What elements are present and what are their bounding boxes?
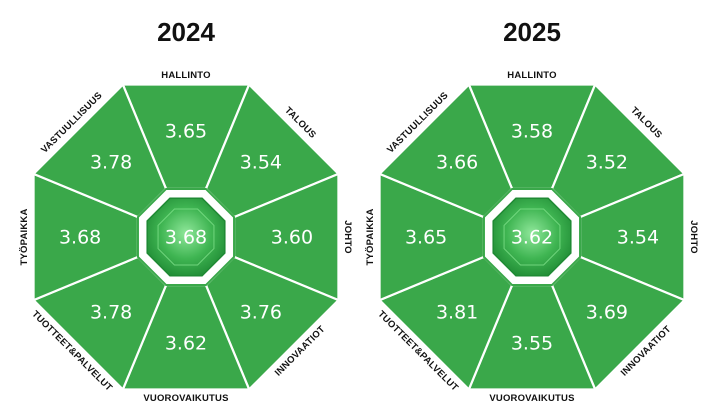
center-gem xyxy=(492,197,572,277)
segment-value: 3.60 xyxy=(271,227,313,249)
segment-value: 3.58 xyxy=(511,121,553,143)
segment-value: 3.55 xyxy=(511,332,553,354)
year-title: 2025 xyxy=(503,17,561,47)
segment-value: 3.68 xyxy=(59,227,101,249)
octagon-outline xyxy=(32,83,340,391)
segment-value: 3.54 xyxy=(240,152,282,174)
center-gem-facet xyxy=(503,208,561,266)
center-gem xyxy=(146,197,226,277)
year-title: 2024 xyxy=(157,17,215,47)
segment-label: TYÖPAIKKA xyxy=(365,208,376,265)
segment-value: 3.78 xyxy=(90,152,132,174)
segment-value: 3.65 xyxy=(165,121,207,143)
segment-value: 3.69 xyxy=(586,301,628,323)
segment-value: 3.52 xyxy=(586,152,628,174)
segment-value: 3.66 xyxy=(436,152,478,174)
center-value: 3.62 xyxy=(511,227,553,249)
segment-label: VUOROVAIKUTUS xyxy=(489,393,574,404)
segment-value: 3.54 xyxy=(617,227,659,249)
segment-label: JOHTO xyxy=(342,220,353,254)
segment-label: JOHTO xyxy=(688,220,699,254)
segment-label: HALLINTO xyxy=(507,70,556,81)
segment-value: 3.76 xyxy=(240,301,282,323)
center-value: 3.68 xyxy=(165,227,207,249)
segment-label: HALLINTO xyxy=(161,70,210,81)
segment-value: 3.81 xyxy=(436,301,478,323)
segment-value: 3.78 xyxy=(90,301,132,323)
center-gem-facet xyxy=(157,208,215,266)
segment-value: 3.62 xyxy=(165,332,207,354)
segment-label: TYÖPAIKKA xyxy=(19,208,30,265)
segment-value: 3.65 xyxy=(405,227,447,249)
octagon-outline xyxy=(378,83,686,391)
segment-label: VUOROVAIKUTUS xyxy=(143,393,228,404)
